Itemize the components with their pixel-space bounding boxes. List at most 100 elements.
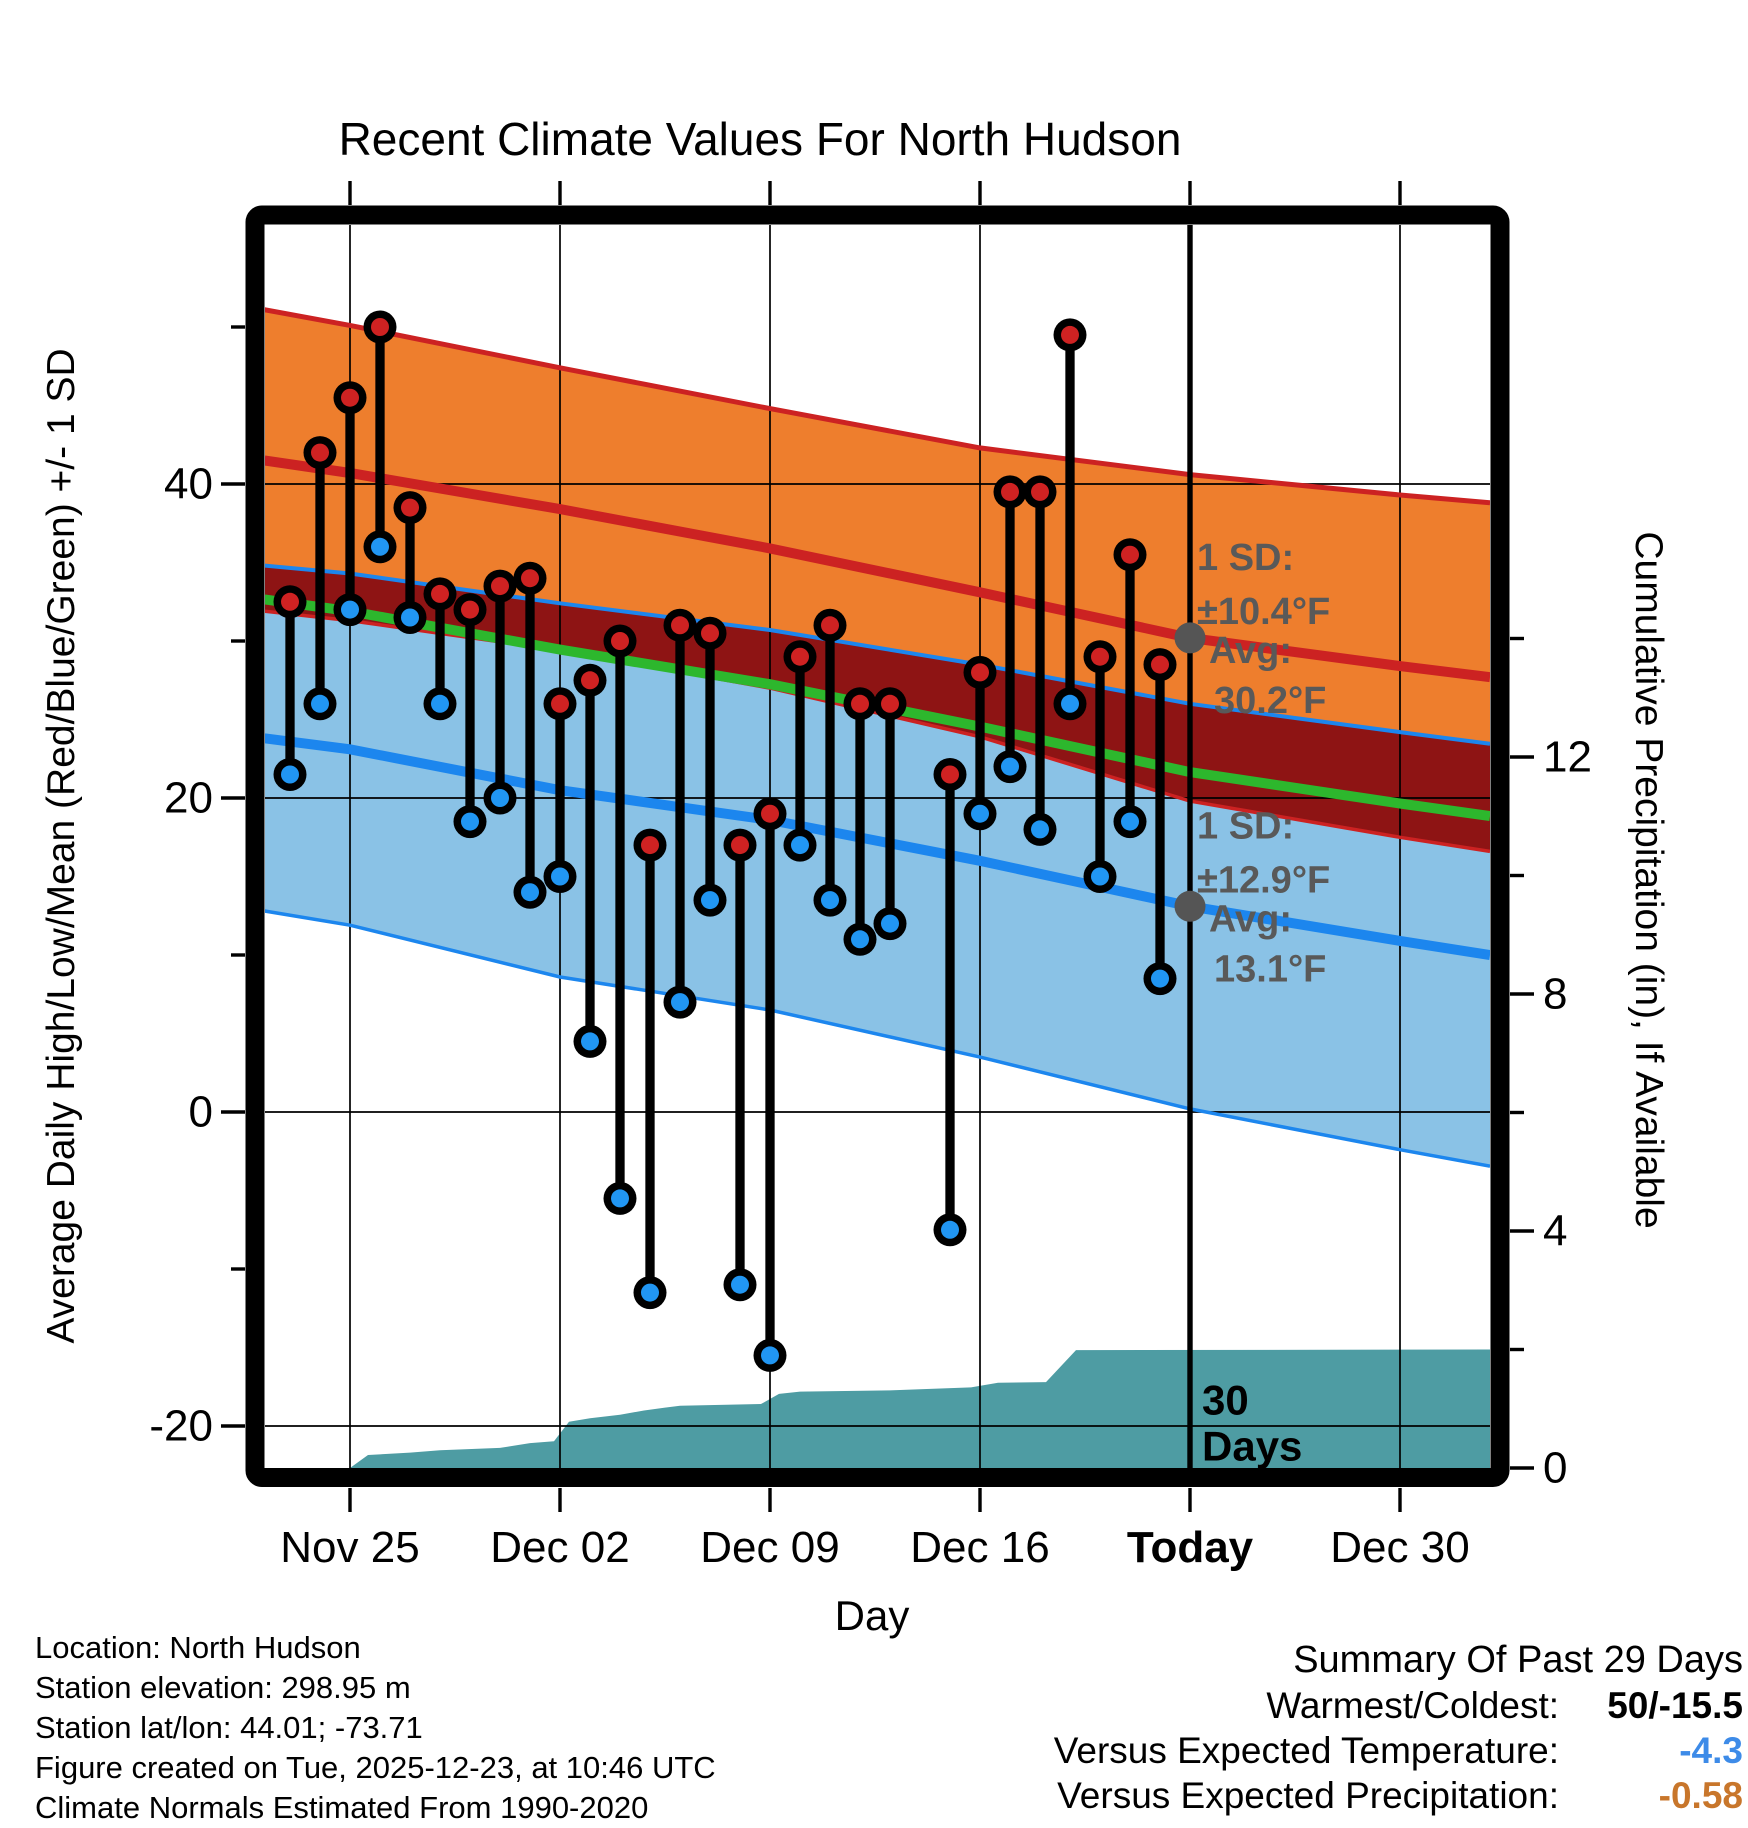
low-dot [1061,694,1079,713]
high-dot [401,498,419,517]
low-dot [581,1032,599,1051]
axis-ticks [221,181,1534,1512]
days-label-line1: 30 [1202,1377,1249,1424]
high-dot [761,804,779,823]
avg-high-annotation-avg-label: Avg: [1209,630,1292,672]
stem-Nov 23 [273,585,307,791]
low-dot [341,600,359,619]
ytick-left-40: 40 [164,460,213,509]
low-band-bottom-edge [265,909,1490,1168]
low-dot [1091,867,1109,886]
x-axis-label: Day [834,1592,910,1639]
low-dot [611,1189,629,1208]
xtick-Today: Today [1127,1523,1254,1572]
low-dot [671,993,689,1012]
ytick-right-0: 0 [1543,1444,1567,1493]
low-dot [731,1275,749,1294]
high-dot [851,694,869,713]
high-dot [581,671,599,690]
summary-row-0: Warmest/Coldest: 50/-15.5 [1054,1683,1743,1728]
summary-row-label: Versus Expected Temperature: [1053,1730,1559,1771]
low-dot [521,883,539,902]
xtick-Dec 16: Dec 16 [910,1523,1049,1572]
footer: Location: North Hudson Station elevation… [35,1628,716,1828]
stem-Dec 12 [843,687,877,956]
xtick-Dec 09: Dec 09 [700,1523,839,1572]
xtick-Dec 30: Dec 30 [1330,1523,1469,1572]
avg-low-line [265,733,1490,960]
ytick-right-12: 12 [1543,733,1592,782]
ytick-left--20: -20 [149,1402,213,1451]
stem-Nov 25 [333,381,367,627]
xtick-Nov 25: Nov 25 [280,1523,419,1572]
high-dot [971,663,989,682]
stem-Dec 22 [1143,648,1177,996]
stem-Nov 27 [393,491,427,634]
ytick-right-8: 8 [1543,970,1567,1019]
avg-low-annotation-dot [1174,890,1206,922]
high-dot [461,600,479,619]
stem-Dec 09 [753,797,787,1372]
stem-Dec 13 [873,687,907,941]
stem-Nov 30 [483,569,517,815]
low-band-top-edge [265,563,1490,746]
high-dot [701,624,719,643]
ytick-left-0: 0 [189,1088,213,1137]
stem-Dec 08 [723,828,757,1302]
low-dot [1001,757,1019,776]
ytick-right-4: 4 [1543,1207,1567,1256]
plot-frame [245,205,1510,1487]
stem-Dec 04 [603,624,637,1215]
footer-location: Location: North Hudson [35,1630,361,1665]
avg-high-annotation-avg-value: 30.2°F [1214,680,1326,722]
high-dot [821,616,839,635]
stem-Dec 16 [963,655,997,831]
avg-low-annotation-avg-label: Avg: [1209,898,1292,940]
stem-Nov 26 [363,310,397,564]
avg-low-annotation-sd-label: 1 SD: [1197,805,1294,847]
summary-block: Summary Of Past 29 Days Warmest/Coldest:… [1054,1638,1743,1818]
high-dot [641,836,659,855]
stem-Dec 07 [693,616,727,917]
low-dot [371,537,389,556]
stem-Dec 17 [993,475,1027,784]
high-dot [521,569,539,588]
climatology-bands [265,309,1490,1167]
summary-row-label: Versus Expected Precipitation: [1057,1775,1559,1816]
high-dot [881,694,899,713]
low-dot [311,694,329,713]
stem-Dec 05 [633,828,667,1310]
high-dot [941,765,959,784]
avg-high-annotation-sd-label: 1 SD: [1197,537,1294,579]
low-dot [281,765,299,784]
summary-row-label: Warmest/Coldest: [1266,1685,1559,1726]
stem-Dec 03 [573,663,607,1058]
footer-normals: Climate Normals Estimated From 1990-2020 [35,1790,649,1825]
low-dot [1121,812,1139,831]
low-dot [431,694,449,713]
stem-Dec 01 [513,561,547,909]
daily-temperature-stems [273,310,1177,1372]
footer-created: Figure created on Tue, 2025-12-23, at 10… [35,1750,716,1785]
high-dot [371,318,389,336]
days-label-line2: Days [1202,1423,1302,1470]
stem-Nov 28 [423,577,457,721]
summary-row-2: Versus Expected Precipitation: -0.58 [1054,1773,1743,1818]
low-dot [881,914,899,933]
ytick-left-20: 20 [164,774,213,823]
low-dot [761,1346,779,1365]
summary-row-value: -0.58 [1658,1775,1743,1816]
high-dot [491,577,509,596]
chart-title: Recent Climate Values For North Hudson [338,113,1182,165]
high-dot [1121,545,1139,564]
low-dot [551,867,569,886]
stem-Nov 29 [453,593,487,839]
stem-Dec 11 [813,608,847,917]
summary-row-1: Versus Expected Temperature: -4.3 [1054,1728,1743,1773]
stem-Dec 10 [783,640,817,862]
high-dot [1031,482,1049,501]
high-dot [1151,655,1169,674]
high-dot [431,584,449,603]
